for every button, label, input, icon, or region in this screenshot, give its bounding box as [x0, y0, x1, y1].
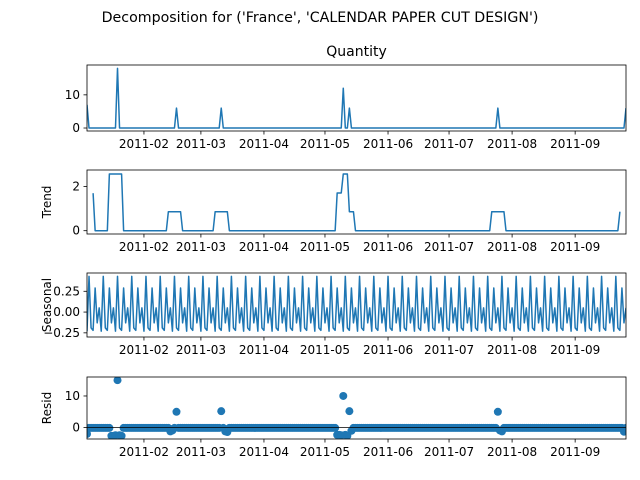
resid-panel: Resid 0 10 2011-02 2011-03 2011-04 2011-05 2011… [40, 376, 627, 459]
seasonal-frame [86, 272, 627, 338]
resid-xtick-label: 2011-03 [176, 445, 226, 459]
trend-xtick-label: 2011-08 [487, 240, 537, 254]
observed-xtick-label: 2011-05 [300, 137, 350, 151]
observed-panel: Quantity 0 10 2011-02 2011-03 2011-04 2011-05 2… [65, 44, 627, 151]
resid-xtick-label: 2011-07 [424, 445, 474, 459]
observed-xtick-label: 2011-03 [176, 137, 226, 151]
seasonal-ylabel: Seasonal [40, 278, 54, 332]
seasonal-xtick-label: 2011-08 [487, 343, 537, 357]
resid-point [113, 377, 122, 385]
resid-point [345, 407, 354, 416]
resid-xtick-label: 2011-05 [300, 445, 350, 459]
observed-title: Quantity [326, 44, 387, 60]
observed-xtick-label: 2011-06 [363, 137, 413, 151]
trend-xtick-label: 2011-04 [239, 240, 289, 254]
seasonal-xtick-label: 2011-04 [239, 343, 289, 357]
trend-data [92, 173, 621, 232]
observed-series-line [87, 67, 626, 129]
trend-panel: Trend 0 2 2011-02 2011-03 2011-04 2011-05 2011-… [40, 169, 627, 254]
resid-data [87, 377, 626, 439]
trend-xtick-label: 2011-07 [424, 240, 474, 254]
seasonal-xtick-label: 2011-06 [363, 343, 413, 357]
observed-frame [86, 64, 627, 132]
resid-point [117, 431, 126, 439]
seasonal-xtick-label: 2011-07 [424, 343, 474, 357]
figure-suptitle: Decomposition for ('France', 'CALENDAR P… [102, 10, 539, 26]
trend-series-line [92, 173, 621, 232]
resid-ylabel: Resid [40, 392, 54, 424]
trend-ylabel: Trend [40, 186, 54, 220]
trend-frame [86, 169, 627, 235]
trend-xtick-label: 2011-03 [176, 240, 226, 254]
trend-ytick-label: 0 [72, 224, 80, 238]
seasonal-xtick-label: 2011-03 [176, 343, 226, 357]
resid-xtick-label: 2011-04 [239, 445, 289, 459]
resid-ytick-label: 0 [72, 421, 80, 435]
trend-xtick-label: 2011-02 [119, 240, 169, 254]
observed-ytick-label: 0 [72, 121, 80, 135]
resid-point [339, 391, 348, 400]
seasonal-panel: Seasonal 0.25 0.00 −0.25 2011-02 2011-03 2011-… [40, 272, 627, 357]
trend-xtick-label: 2011-06 [363, 240, 413, 254]
resid-point [87, 429, 91, 438]
observed-ytick-label: 10 [65, 88, 80, 102]
observed-xtick-label: 2011-04 [239, 137, 289, 151]
trend-xtick-label: 2011-09 [550, 240, 600, 254]
resid-point [217, 407, 226, 416]
resid-xtick-label: 2011-09 [550, 445, 600, 459]
observed-xtick-label: 2011-07 [424, 137, 474, 151]
trend-xtick-label: 2011-05 [300, 240, 350, 254]
seasonal-series-line [87, 275, 626, 332]
resid-point [172, 407, 181, 416]
resid-xtick-label: 2011-06 [363, 445, 413, 459]
seasonal-ytick-label: 0.25 [53, 284, 80, 298]
seasonal-xtick-label: 2011-05 [300, 343, 350, 357]
seasonal-xtick-label: 2011-02 [119, 343, 169, 357]
seasonal-ytick-label: 0.00 [53, 305, 80, 319]
resid-xtick-label: 2011-02 [119, 445, 169, 459]
seasonal-data [87, 275, 626, 332]
resid-ytick-label: 10 [65, 389, 80, 403]
seasonal-ytick-label: −0.25 [43, 326, 80, 340]
trend-ytick-label: 2 [72, 180, 80, 194]
observed-xtick-label: 2011-02 [119, 137, 169, 151]
resid-point [493, 407, 502, 416]
observed-data [87, 67, 626, 129]
seasonal-xtick-label: 2011-09 [550, 343, 600, 357]
observed-xtick-label: 2011-09 [550, 137, 600, 151]
resid-frame [86, 376, 627, 440]
resid-xtick-label: 2011-08 [487, 445, 537, 459]
observed-xtick-label: 2011-08 [487, 137, 537, 151]
